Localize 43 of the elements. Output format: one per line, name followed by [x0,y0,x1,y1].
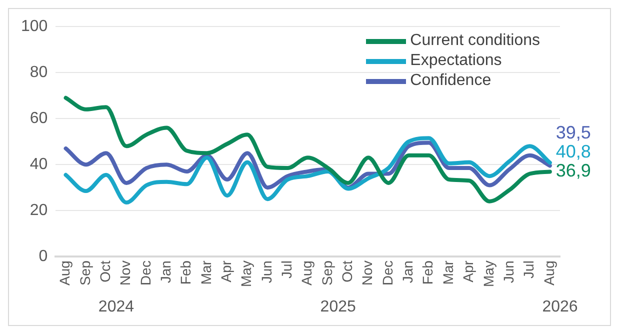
x-tick-label: Jan [400,260,416,284]
y-tick-label: 80 [30,64,48,81]
x-tick-label: Mar [198,260,214,285]
text: 2024 [98,298,134,316]
x-tick-label: Sep [76,260,93,286]
text: 2026 [542,298,578,316]
data-label: 36,9 [556,160,591,181]
y-tick-label: 100 [20,18,48,36]
x-tick-label: Oct [96,260,113,282]
x-tick-label: Mar [440,260,456,285]
y-tick-label: 0 [38,248,48,265]
legend-label: Expectations [410,51,502,71]
x-tick-label: Feb [420,260,436,285]
x-tick-label: Feb [178,260,194,285]
x-tick-label: Jul [520,260,537,278]
line-series [64,96,552,204]
data-label: 39,5 [556,122,591,143]
x-tick-label: Jun [258,260,274,284]
text: 2025 [320,298,356,316]
x-tick-label: May [480,260,496,288]
x-tick-label: Aug [540,260,557,286]
x-tick-label: Oct [339,260,356,282]
y-tick-label: 60 [30,110,48,127]
y-tick-label: 40 [30,156,48,173]
line-series [64,136,552,205]
x-tick-label: Sep [318,260,335,286]
legend-label: Confidence [410,71,492,91]
legend-label: Current conditions [410,31,540,51]
x-tick-label: Dec [137,260,154,286]
x-tick-label: Jan [158,260,174,284]
x-tick-label: Apr [460,260,476,282]
data-label: 40,8 [556,142,591,162]
x-tick-label: Aug [298,260,315,286]
x-tick-label: Aug [56,260,73,286]
x-tick-label: Nov [117,260,134,286]
x-tick-label: May [238,260,254,288]
x-tick-label: Dec [379,260,396,286]
line-series [64,140,552,190]
x-tick-label: Jun [500,260,516,284]
x-tick-label: Jul [278,260,295,278]
y-tick-label: 20 [30,202,48,219]
x-tick-label: Nov [359,260,376,286]
x-tick-label: Apr [218,260,234,282]
